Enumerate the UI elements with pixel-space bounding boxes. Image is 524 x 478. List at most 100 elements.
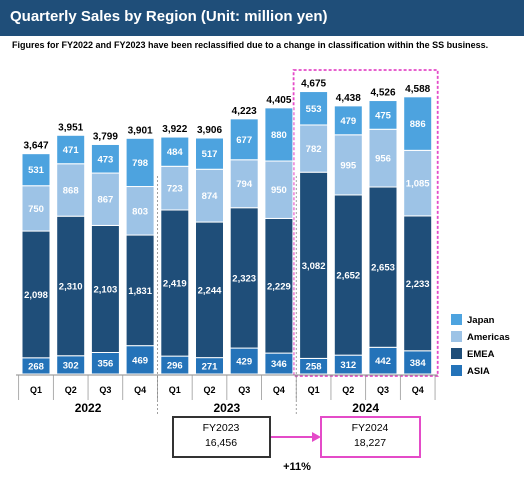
label-japan-3: 473 <box>97 154 113 165</box>
bar-japan-2 <box>56 134 86 165</box>
total-label-8: 4,405 <box>266 95 291 106</box>
label-emea-6: 2,244 <box>198 285 222 296</box>
label-americas-12: 1,085 <box>406 179 430 190</box>
label-japan-12: 886 <box>410 119 426 130</box>
label-asia-2: 302 <box>63 360 79 371</box>
label-emea-5: 2,419 <box>163 279 187 290</box>
tick-label-6: Q2 <box>203 385 215 395</box>
tick-label-11: Q3 <box>377 385 389 395</box>
total-label-1: 3,647 <box>23 141 48 152</box>
bar-emea-11 <box>368 186 398 348</box>
label-japan-11: 475 <box>375 110 392 121</box>
comparison-box-from <box>172 416 271 458</box>
label-japan-1: 531 <box>28 165 45 176</box>
legend-swatch-emea <box>451 348 462 359</box>
label-japan-6: 517 <box>202 149 218 160</box>
tick-label-9: Q1 <box>308 385 320 395</box>
bar-emea-5 <box>160 209 190 357</box>
bar-japan-11 <box>368 100 398 130</box>
bar-emea-12 <box>403 215 433 352</box>
tick-label-1: Q1 <box>30 385 42 395</box>
label-asia-7: 429 <box>236 357 252 368</box>
legend-label-emea: EMEA <box>467 349 495 360</box>
label-asia-3: 356 <box>97 359 113 370</box>
bar-japan-9 <box>299 91 329 126</box>
comparison-from-label: FY2023 <box>203 422 240 434</box>
total-label-9: 4,675 <box>301 79 326 90</box>
label-asia-6: 271 <box>202 361 219 372</box>
bar-americas-5 <box>160 165 190 211</box>
bar-emea-9 <box>299 171 329 359</box>
label-americas-3: 867 <box>97 195 113 206</box>
chart-note: Figures for FY2022 and FY2023 have been … <box>12 40 489 50</box>
bar-americas-6 <box>195 168 224 223</box>
label-japan-5: 484 <box>167 147 184 158</box>
label-asia-12: 384 <box>410 358 427 369</box>
chart-title: Quarterly Sales by Region (Unit: million… <box>10 8 328 25</box>
bar-asia-7 <box>229 347 259 375</box>
bar-emea-4 <box>125 234 155 347</box>
legend-swatch-asia <box>451 365 462 376</box>
tick-label-2: Q2 <box>65 385 77 395</box>
bar-emea-2 <box>56 215 86 357</box>
legend-label-japan: Japan <box>467 315 495 326</box>
legend-label-asia: ASIA <box>467 366 490 377</box>
total-label-2: 3,951 <box>58 122 83 133</box>
bar-americas-9 <box>299 124 329 173</box>
bar-americas-7 <box>229 159 259 209</box>
comparison-from-value: 16,456 <box>205 437 237 449</box>
tick-label-3: Q3 <box>99 385 111 395</box>
label-americas-2: 868 <box>63 185 79 196</box>
label-americas-6: 874 <box>202 191 219 202</box>
label-japan-8: 880 <box>271 130 287 141</box>
bar-emea-1 <box>21 230 51 359</box>
total-label-5: 3,922 <box>162 124 187 135</box>
label-emea-8: 2,229 <box>267 281 291 292</box>
label-americas-11: 956 <box>375 154 391 165</box>
label-emea-3: 2,103 <box>94 284 118 295</box>
bar-emea-8 <box>264 217 294 354</box>
label-americas-4: 803 <box>132 206 148 217</box>
total-label-10: 4,438 <box>336 93 361 104</box>
bar-japan-4 <box>125 137 155 188</box>
label-emea-9: 3,082 <box>302 261 326 272</box>
label-japan-10: 479 <box>340 116 356 127</box>
comparison-arrow-head <box>312 432 321 442</box>
label-asia-9: 258 <box>306 362 322 373</box>
year-label-2022: 2022 <box>75 401 102 415</box>
label-asia-10: 312 <box>340 360 356 371</box>
label-japan-9: 553 <box>306 104 322 115</box>
total-label-11: 4,526 <box>370 88 395 99</box>
bar-americas-10 <box>333 134 363 196</box>
bar-emea-7 <box>229 207 259 349</box>
label-americas-8: 950 <box>271 185 287 196</box>
bar-japan-7 <box>229 118 259 161</box>
year-label-2023: 2023 <box>213 401 240 415</box>
total-label-12: 4,588 <box>405 84 430 95</box>
bar-emea-6 <box>195 221 224 359</box>
year-label-2024: 2024 <box>352 401 379 415</box>
total-label-6: 3,906 <box>197 125 222 136</box>
tick-label-12: Q4 <box>412 385 424 395</box>
label-asia-11: 442 <box>375 356 391 367</box>
bar-japan-5 <box>160 136 190 167</box>
label-emea-4: 1,831 <box>128 286 152 297</box>
legend-swatch-japan <box>451 314 462 325</box>
bar-japan-6 <box>195 137 224 170</box>
tick-label-8: Q4 <box>273 385 285 395</box>
label-japan-2: 471 <box>63 145 80 156</box>
bar-japan-1 <box>21 153 51 187</box>
growth-label: +11% <box>283 461 311 473</box>
label-emea-1: 2,098 <box>24 290 48 301</box>
comparison-to-value: 18,227 <box>354 437 386 449</box>
label-asia-5: 296 <box>167 361 183 372</box>
label-japan-7: 677 <box>236 135 252 146</box>
legend-label-americas: Americas <box>467 332 510 343</box>
total-label-3: 3,799 <box>93 131 118 142</box>
bar-japan-10 <box>333 105 363 136</box>
label-emea-7: 2,323 <box>232 273 256 284</box>
comparison-to-label: FY2024 <box>352 422 389 434</box>
label-emea-2: 2,310 <box>59 281 83 292</box>
legend-swatch-americas <box>451 331 462 342</box>
